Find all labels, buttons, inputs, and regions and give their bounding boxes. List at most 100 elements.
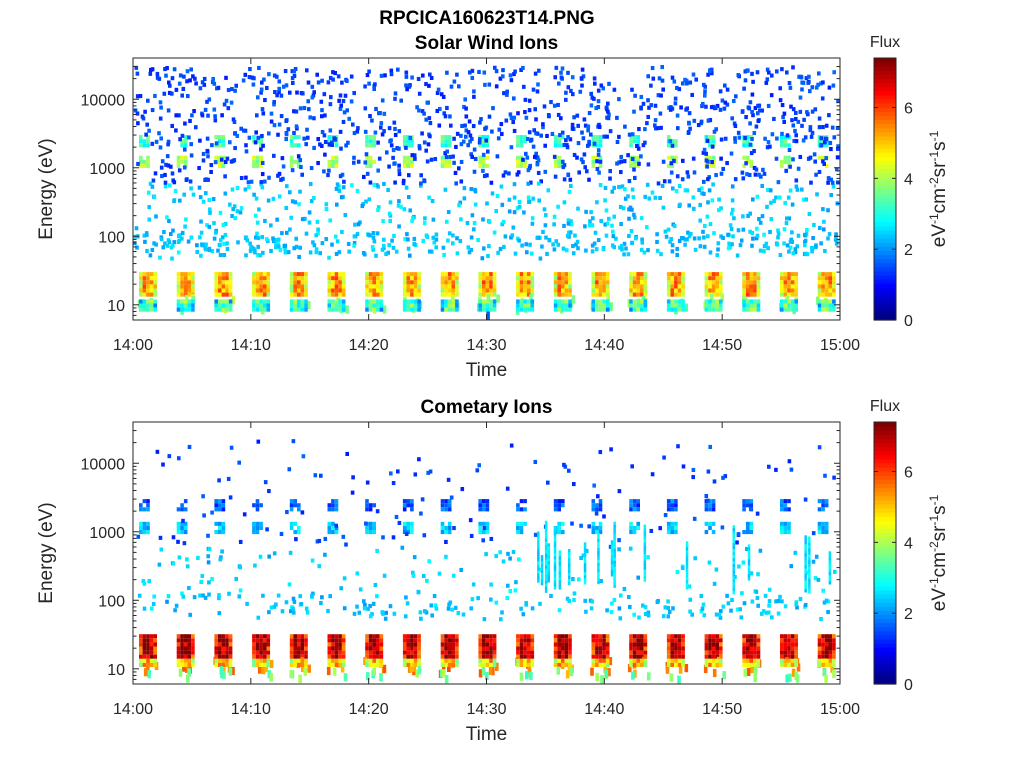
heatmap-cell <box>468 518 473 523</box>
heatmap-cell <box>241 78 246 83</box>
heatmap-cell <box>207 97 212 102</box>
heatmap-cell <box>489 658 493 663</box>
colorbar-swatch <box>874 66 896 71</box>
heatmap-cell <box>636 135 640 140</box>
heatmap-cell <box>417 666 422 675</box>
heatmap-cell <box>745 280 750 285</box>
heatmap-cell <box>821 642 825 647</box>
heatmap-cell <box>788 673 792 682</box>
heatmap-cell <box>372 284 376 289</box>
heatmap-cell <box>598 303 603 308</box>
heatmap-cell <box>595 646 599 651</box>
heatmap-cell <box>732 121 737 126</box>
heatmap-cell <box>149 654 154 659</box>
heatmap-cell <box>472 227 476 232</box>
heatmap-cell <box>732 558 735 562</box>
heatmap-cell <box>826 599 831 604</box>
heatmap-cell <box>368 530 373 535</box>
heatmap-cell <box>467 250 472 255</box>
heatmap-cell <box>598 521 603 526</box>
heatmap-cell <box>485 307 490 312</box>
heatmap-cell <box>704 530 709 535</box>
heatmap-cell <box>681 81 685 86</box>
heatmap-cell <box>568 642 572 647</box>
heatmap-cell <box>266 307 271 312</box>
heatmap-cell <box>291 596 296 601</box>
heatmap-cell <box>402 503 407 508</box>
heatmap-cell <box>284 600 289 605</box>
heatmap-cell <box>447 299 452 304</box>
heatmap-cell <box>780 662 784 667</box>
heatmap-cell <box>276 173 280 178</box>
heatmap-cell <box>526 634 531 639</box>
heatmap-cell <box>715 642 719 647</box>
heatmap-cell <box>653 195 658 200</box>
heatmap-cell <box>150 108 155 113</box>
heatmap-cell <box>408 253 412 258</box>
heatmap-cell <box>293 272 297 277</box>
heatmap-cell <box>279 93 284 98</box>
heatmap-cell <box>636 521 640 526</box>
heatmap-cell <box>386 250 390 255</box>
heatmap-cell <box>677 646 682 651</box>
colorbar-swatch <box>874 90 896 96</box>
heatmap-cell <box>605 646 610 651</box>
heatmap-cell <box>632 530 637 535</box>
heatmap-cell <box>255 507 260 512</box>
heatmap-cell <box>556 242 560 247</box>
heatmap-cell <box>146 159 150 164</box>
heatmap-cell <box>681 642 685 647</box>
heatmap-cell <box>538 256 543 261</box>
heatmap-cell <box>365 525 369 530</box>
heatmap-cell <box>435 108 440 113</box>
heatmap-cell <box>706 498 710 503</box>
heatmap-cell <box>646 248 650 253</box>
heatmap-cell <box>492 230 497 235</box>
heatmap-cell <box>753 642 757 647</box>
heatmap-cell <box>768 188 773 193</box>
heatmap-cell <box>346 140 350 145</box>
heatmap-cell <box>527 130 532 135</box>
heatmap-cell <box>795 605 799 610</box>
heatmap-cell <box>570 126 575 131</box>
heatmap-cell <box>704 642 709 647</box>
heatmap-cell <box>596 494 600 499</box>
heatmap-cell <box>453 605 458 610</box>
heatmap-cell <box>597 560 600 564</box>
heatmap-cell <box>755 70 760 75</box>
heatmap-cell <box>146 276 150 281</box>
heatmap-cell <box>289 638 294 643</box>
heatmap-cell <box>636 139 640 144</box>
heatmap-cell <box>617 134 621 139</box>
heatmap-cell <box>627 233 631 238</box>
heatmap-cell <box>804 547 807 551</box>
heatmap-cell <box>799 74 803 79</box>
heatmap-cell <box>817 139 822 144</box>
heatmap-cell <box>783 299 788 304</box>
heatmap-cell <box>331 642 335 647</box>
heatmap-cell <box>180 638 184 643</box>
heatmap-cell <box>530 216 535 221</box>
heatmap-cell <box>289 159 294 164</box>
heatmap-cell <box>783 200 787 205</box>
heatmap-cell <box>482 246 486 251</box>
heatmap-cell <box>591 503 596 508</box>
heatmap-cell <box>376 638 380 643</box>
heatmap-cell <box>732 585 735 589</box>
heatmap-cell <box>787 292 791 297</box>
heatmap-cell <box>417 288 421 293</box>
heatmap-cell <box>467 119 472 124</box>
heatmap-cell <box>413 650 418 655</box>
heatmap-cell <box>547 576 550 580</box>
heatmap-cell <box>753 673 757 683</box>
heatmap-cell <box>505 92 509 97</box>
heatmap-cell <box>778 253 783 258</box>
heatmap-cell <box>500 222 504 227</box>
heatmap-cell <box>146 499 150 504</box>
heatmap-cell <box>214 503 218 508</box>
heatmap-cell <box>228 495 233 500</box>
heatmap-cell <box>331 530 335 535</box>
colorbar-swatch <box>874 250 896 256</box>
heatmap-cell <box>327 299 332 304</box>
heatmap-cell <box>406 525 411 530</box>
